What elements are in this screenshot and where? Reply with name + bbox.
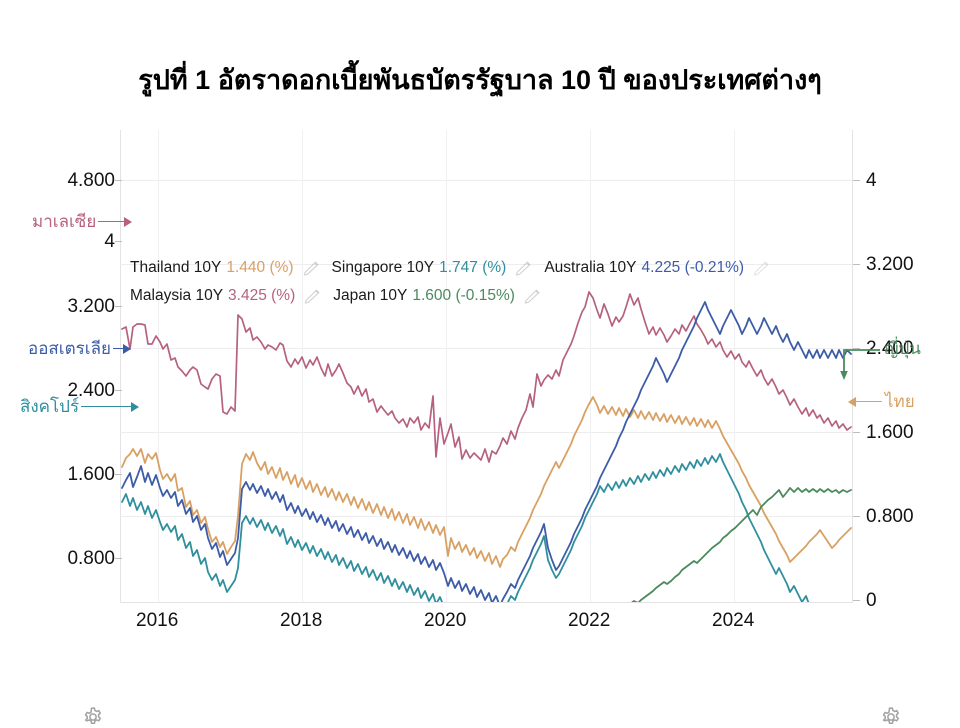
annotation-australia: ออสเตรเลีย [28,340,131,357]
series-line-australia [121,301,852,602]
legend-item-thailand[interactable]: Thailand 10Y 1.440 (%) [130,259,332,277]
axis-line-left [120,130,121,602]
annotation-malaysia: มาเลเซีย [32,212,133,231]
tick-mark [115,390,122,391]
series-line-japan [631,487,852,602]
gridline-v [590,130,591,602]
legend-value: 3.425 (%) [228,287,296,304]
y-axis-tick-right: 0.800 [866,506,914,527]
y-axis-tick-left: 0.800 [67,548,115,569]
arrow-left-icon [848,396,856,407]
legend-item-singapore[interactable]: Singapore 10Y 1.747 (%) [332,259,545,277]
gridline-h [120,348,852,349]
chart-container: Thailand 10Y 1.440 (%) Singapore 10Y 1.7… [0,118,960,725]
y-axis-tick-right: 4 [866,170,877,191]
gear-icon[interactable] [82,706,104,728]
series-line-malaysia [121,291,852,463]
legend-row: Thailand 10Y 1.440 (%) Singapore 10Y 1.7… [130,254,850,282]
legend-label: Australia 10Y [544,259,637,276]
gridline-v [446,130,447,602]
tick-mark [853,264,860,265]
annotation-thailand: ไทย [848,393,915,410]
legend-label: Singapore 10Y [331,259,435,276]
tick-mark [853,180,860,181]
arrow-right-icon [131,401,140,412]
series-line-singapore [121,453,810,602]
annotation-label: สิงคโปร์ [20,397,80,416]
chart-lines [121,291,852,602]
arrow-right-icon [124,216,133,227]
gridline-v [734,130,735,602]
annotation-label: ออสเตรเลีย [28,339,111,358]
tick-mark [853,516,860,517]
gridline-v [302,130,303,602]
annotation-label: มาเลเซีย [32,212,97,231]
pencil-icon[interactable] [524,288,541,305]
chart-legend: Thailand 10Y 1.440 (%) Singapore 10Y 1.7… [130,254,850,310]
tick-mark [115,180,122,181]
series-line-thailand [121,396,852,568]
legend-item-japan[interactable]: Japan 10Y 1.600 (-0.15%) [333,287,553,305]
arrow-right-icon [122,343,131,354]
pencil-icon[interactable] [303,260,320,277]
tick-mark [853,432,860,433]
y-axis-tick-left: 3.200 [67,296,115,317]
y-axis-tick-right: 2.400 [866,338,914,359]
x-axis-tick: 2018 [280,610,323,631]
tick-mark [115,306,122,307]
leader-line [856,400,882,403]
pencil-icon[interactable] [304,288,321,305]
japan-leader-line [840,349,880,380]
legend-value: 1.600 (-0.15%) [412,287,515,304]
legend-label: Malaysia 10Y [130,287,224,304]
x-axis-tick: 2022 [568,610,611,631]
gridline-h [120,180,852,181]
x-axis-tick: 2016 [136,610,179,631]
legend-label: Thailand 10Y [130,259,222,276]
y-axis-tick-left: 1.600 [67,464,115,485]
legend-label: Japan 10Y [333,287,408,304]
tick-mark [853,348,860,349]
y-axis-tick-left: 2.400 [67,380,115,401]
legend-value: 1.440 (%) [226,259,294,276]
pencil-icon[interactable] [515,260,532,277]
gridline-v [158,130,159,602]
y-axis-tick-right: 1.600 [866,422,914,443]
legend-value: 4.225 (-0.21%) [641,259,745,276]
pencil-icon[interactable] [753,260,770,277]
x-axis-tick: 2020 [424,610,467,631]
tick-mark [115,241,122,242]
axis-line-right [852,130,853,602]
tick-mark [115,474,122,475]
legend-row: Malaysia 10Y 3.425 (%) Japan 10Y 1.600 (… [130,282,850,310]
gridline-h [120,432,852,433]
x-axis-tick: 2024 [712,610,755,631]
annotation-label: ญี่ปุ่น [884,339,921,358]
annotation-label: ไทย [885,392,915,411]
gridline-h [120,516,852,517]
legend-value: 1.747 (%) [439,259,507,276]
y-axis-tick-left: 4 [104,231,115,252]
leader-line [81,405,132,408]
page-title: รูปที่ 1 อัตราดอกเบี้ยพันธบัตรรัฐบาล 10 … [138,65,822,95]
gridline-h [120,264,852,265]
legend-item-australia[interactable]: Australia 10Y 4.225 (-0.21%) [544,259,782,277]
y-axis-tick-right: 3.200 [866,254,914,275]
annotation-singapore: สิงคโปร์ [20,397,140,416]
gear-icon[interactable] [880,706,902,728]
y-axis-tick-left: 4.800 [67,170,115,191]
axis-line-bottom [120,602,853,603]
y-axis-tick-right: 0 [866,590,877,611]
legend-item-malaysia[interactable]: Malaysia 10Y 3.425 (%) [130,287,333,305]
leader-line [112,347,123,350]
tick-mark [853,600,860,601]
tick-mark [115,558,122,559]
leader-line [98,220,125,223]
